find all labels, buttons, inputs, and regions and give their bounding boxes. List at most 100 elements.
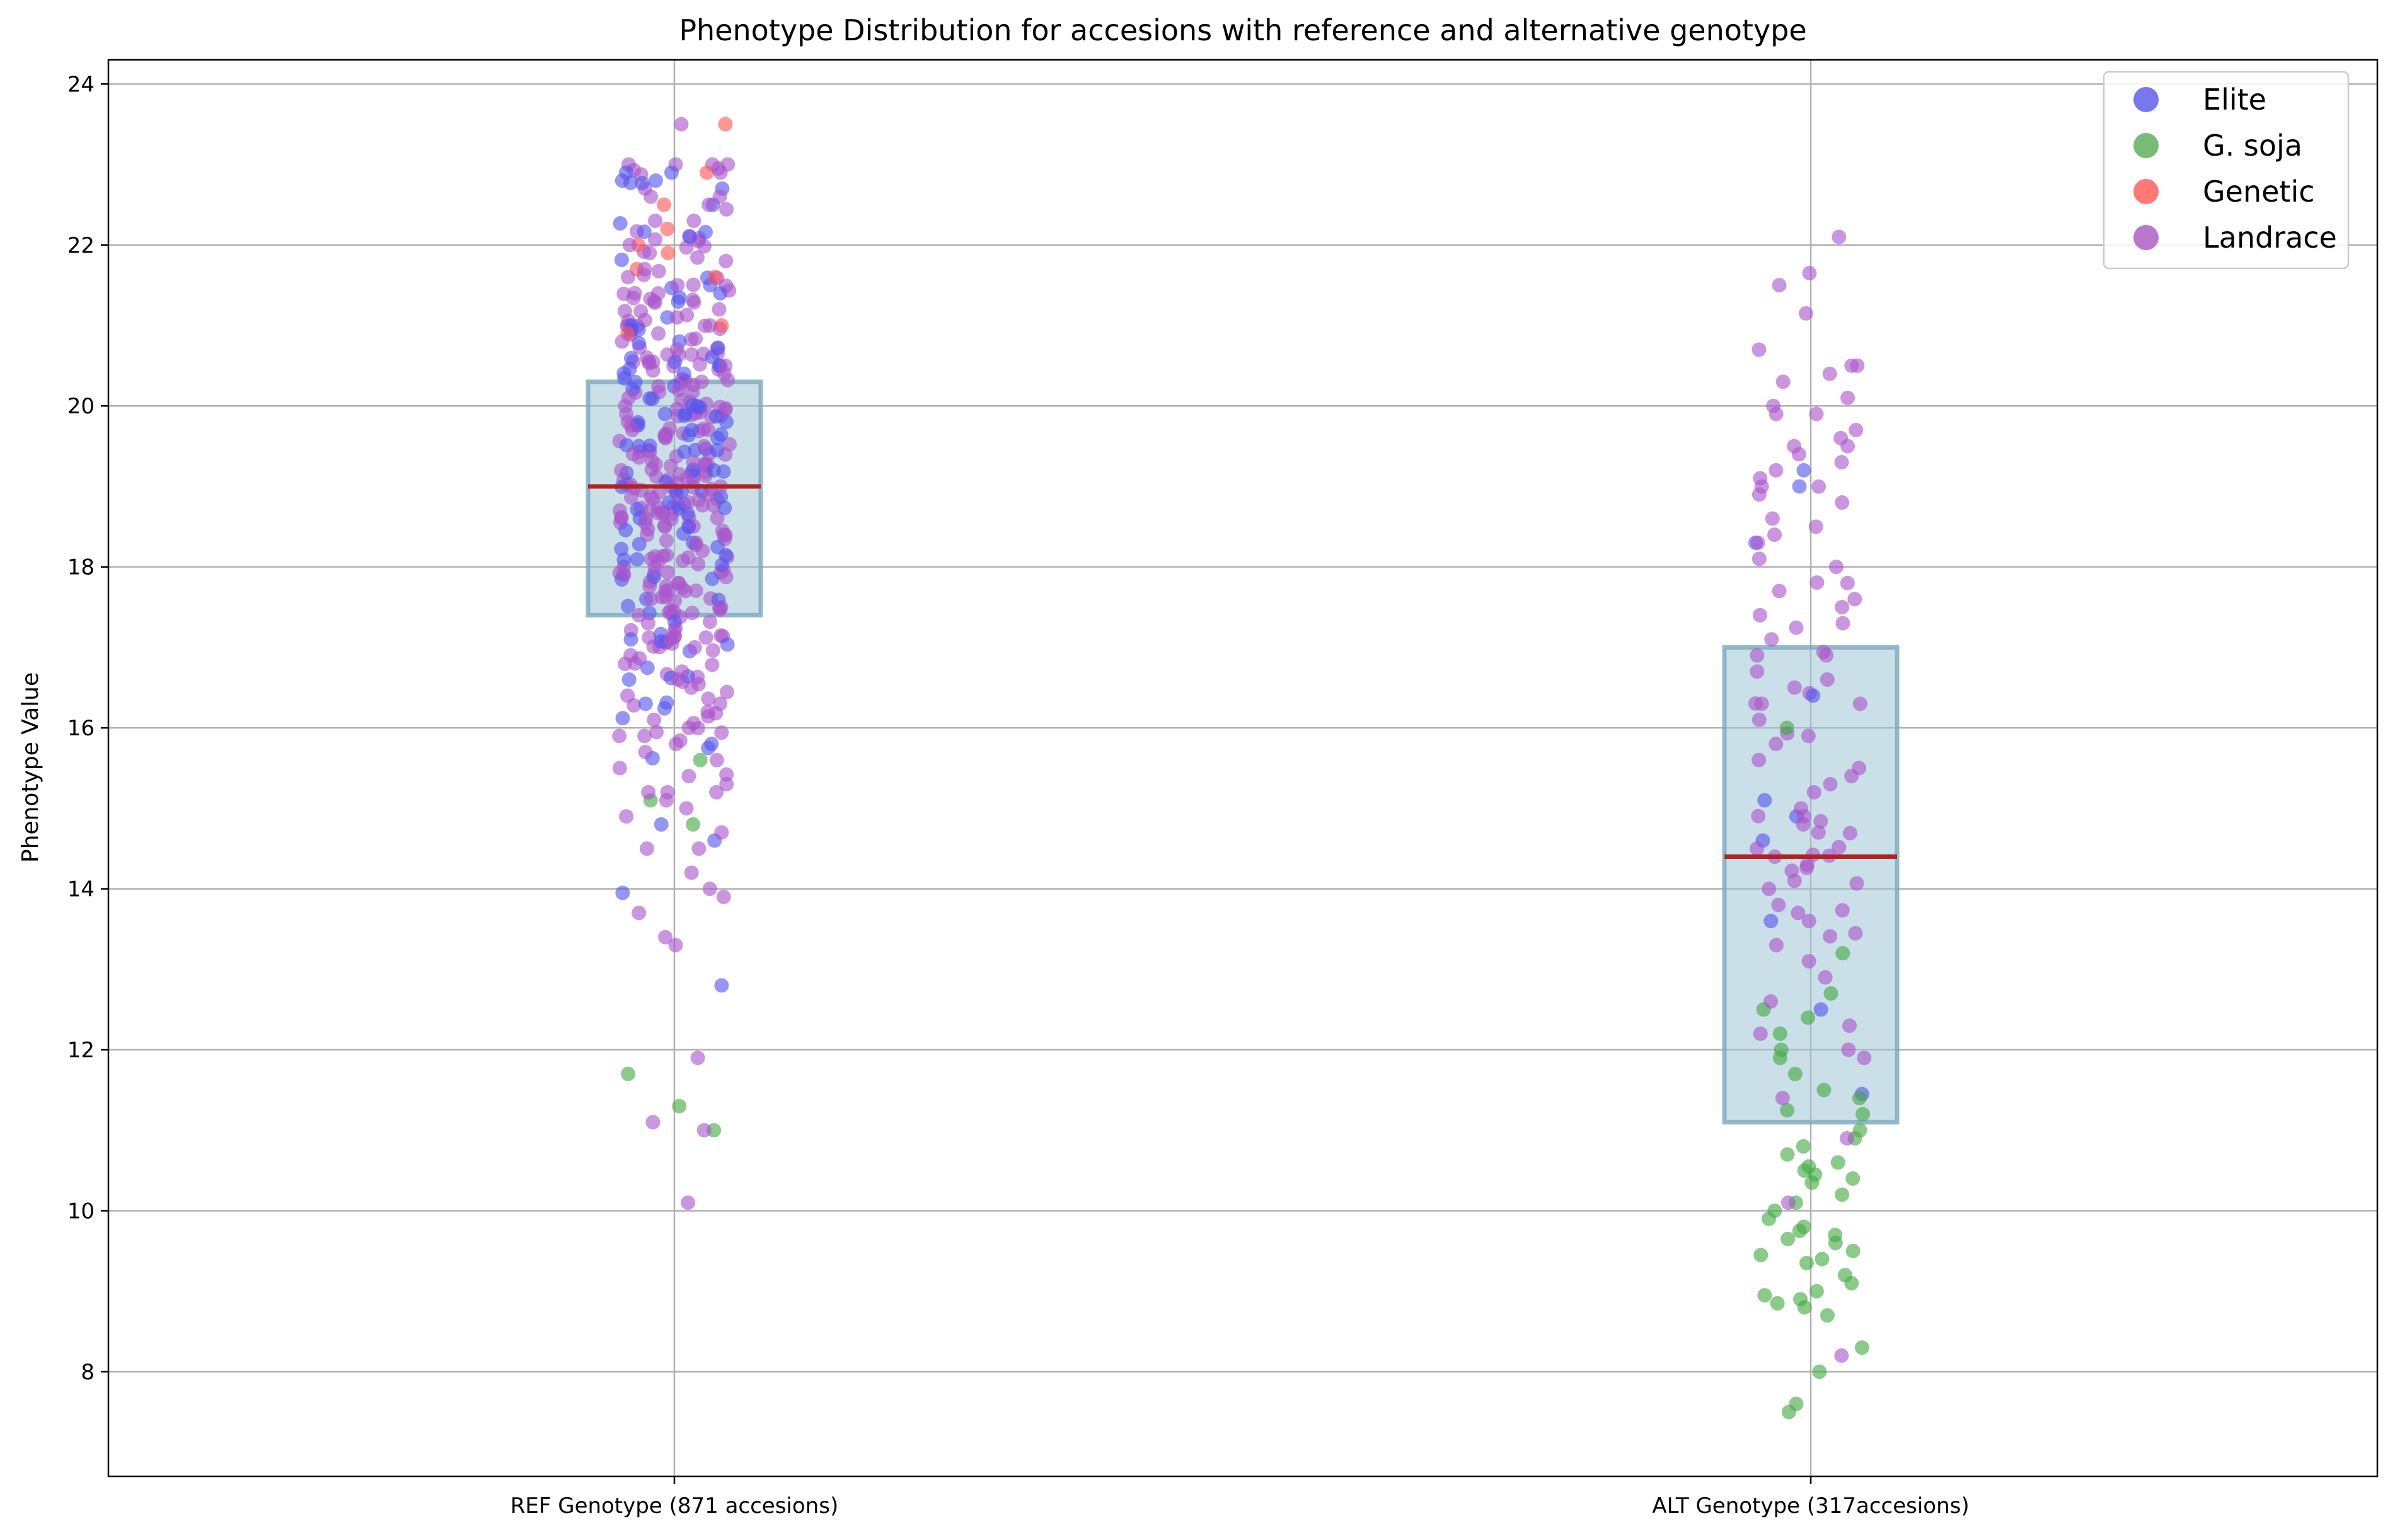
data-point-landrace [694,374,709,389]
data-point-elite [657,406,672,422]
data-point-landrace [660,565,675,580]
legend-label-landrace: Landrace [2203,221,2337,255]
data-point-g-soja [1844,1275,1859,1290]
point-layer [612,117,1872,1420]
data-point-elite [671,294,686,309]
data-point-landrace [701,197,717,212]
data-point-landrace [1801,728,1816,744]
data-point-landrace [718,253,734,268]
data-point-landrace [1834,455,1849,470]
data-point-elite [618,522,633,537]
data-point-landrace [1772,278,1787,293]
data-point-g-soja [1812,1364,1827,1379]
data-point-g-soja [1757,1288,1772,1303]
data-point-g-soja [1772,1026,1787,1041]
data-point-g-soja [621,1066,636,1081]
data-point-g-soja [1801,1159,1816,1174]
data-point-landrace [669,737,684,752]
data-point-landrace [687,640,702,655]
data-point-elite [635,176,650,191]
data-point-genetic [700,165,715,180]
data-point-elite [615,173,630,188]
data-point-landrace [702,318,717,333]
data-point-landrace [1847,592,1862,607]
data-point-landrace [1752,607,1767,623]
data-point-landrace [1840,575,1855,590]
data-point-landrace [691,841,707,856]
data-point-landrace [709,752,724,767]
data-point-elite [623,632,638,647]
data-point-landrace [627,285,642,301]
data-point-landrace [1808,519,1823,534]
data-point-landrace [714,825,729,840]
data-point-landrace [717,366,732,381]
data-point-landrace [654,590,669,605]
data-point-landrace [686,213,701,228]
data-point-genetic [718,117,733,132]
data-point-g-soja [1787,1066,1803,1081]
data-point-landrace [686,455,701,470]
data-point-g-soja [1801,1010,1816,1025]
data-point-landrace [612,728,627,744]
data-point-landrace [617,304,632,319]
data-point-g-soja [1835,1187,1850,1202]
data-point-g-soja [1854,1340,1869,1355]
data-point-landrace [688,583,703,599]
data-point-landrace [642,246,657,261]
data-point-landrace [622,238,637,253]
data-point-landrace [1844,769,1859,784]
data-point-elite [632,336,647,351]
data-point-landrace [696,1123,712,1138]
data-point-landrace [627,656,642,671]
data-point-landrace [659,533,674,548]
legend-label-g-soja: G. soja [2203,129,2302,163]
data-point-landrace [625,423,640,438]
data-point-genetic [661,246,676,261]
data-point-landrace [638,744,653,759]
data-point-landrace [684,606,700,621]
data-point-landrace [612,761,627,776]
data-point-elite [698,224,713,239]
data-point-elite [690,398,705,413]
data-point-landrace [1842,825,1857,841]
data-point-landrace [663,632,678,647]
data-point-landrace [640,350,655,365]
data-point-g-soja [1828,1236,1843,1251]
data-point-landrace [1764,632,1779,647]
data-point-landrace [1823,929,1838,944]
data-point-g-soja [1852,1091,1867,1106]
data-point-elite [615,711,630,726]
data-point-landrace [1806,784,1821,800]
data-point-landrace [1848,926,1863,941]
data-point-elite [710,443,725,458]
data-point-landrace [719,777,734,792]
data-point-landrace [1769,737,1784,752]
data-point-g-soja [1820,1308,1835,1323]
data-point-landrace [639,841,654,856]
data-point-landrace [1752,752,1767,767]
y-tick-label: 12 [67,1038,95,1063]
data-point-landrace [681,495,696,510]
data-point-landrace [1791,905,1806,921]
y-tick-label: 20 [67,394,95,419]
data-point-landrace [1752,551,1767,566]
data-point-landrace [1834,1348,1849,1363]
data-point-landrace [649,725,664,740]
data-point-landrace [1801,954,1816,969]
data-point-g-soja [1816,1083,1832,1098]
data-point-elite [681,428,696,443]
data-point-landrace [1799,857,1815,872]
data-point-landrace [640,616,655,631]
data-point-landrace [690,1050,705,1066]
data-point-elite [622,362,637,377]
plot-area [108,60,2377,1476]
data-point-elite [664,165,679,180]
data-point-g-soja [1845,1243,1861,1258]
legend: Elite G. soja Genetic Landrace [2103,71,2350,270]
data-point-elite [676,366,691,381]
data-point-elite [638,696,653,711]
data-point-elite [1806,688,1821,703]
data-point-landrace [1765,511,1780,526]
data-point-landrace [703,614,718,629]
y-tick-label: 10 [67,1199,95,1224]
